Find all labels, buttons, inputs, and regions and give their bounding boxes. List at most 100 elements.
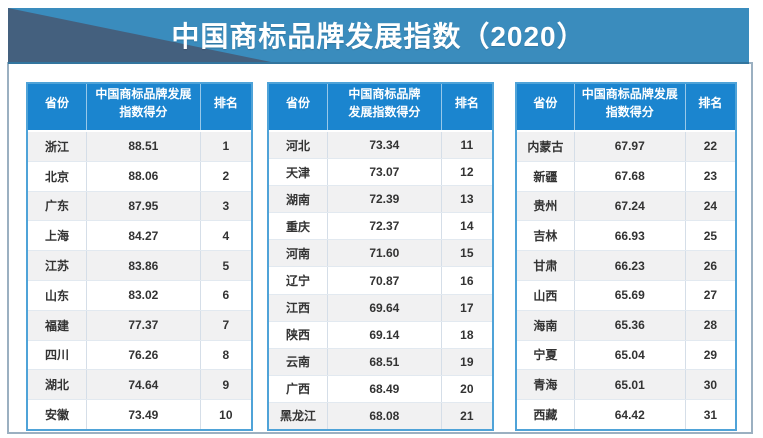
province-cell: 江西	[285, 301, 310, 316]
table-row: 北京 88.06 2	[28, 160, 251, 191]
score-cell: 66.23	[573, 251, 685, 280]
score-cell: 71.60	[326, 240, 441, 267]
column-header-score: 中国商标品牌 发展指数得分	[326, 84, 441, 130]
score-cell: 65.69	[573, 280, 685, 310]
score-cell: 88.06	[85, 161, 200, 191]
table-row: 安徽 73.49 10	[28, 399, 251, 429]
table-header-row: 省份 中国商标品牌发展 指数得分 排名	[517, 84, 735, 130]
score-cell: 72.39	[326, 186, 441, 213]
table-row: 重庆 72.37 14	[269, 212, 492, 240]
column-header-score: 中国商标品牌发展 指数得分	[85, 84, 200, 130]
rank-cell: 11	[440, 132, 492, 159]
rank-table-11-to-21: 省份 中国商标品牌 发展指数得分 排名 河北 73.34 11 天津 73.07 12 湖南 72…	[267, 82, 494, 431]
column-header-rank: 排名	[684, 84, 735, 130]
province-cell: 宁夏	[533, 348, 558, 363]
rank-cell: 27	[684, 280, 735, 310]
score-cell: 72.37	[326, 213, 441, 240]
rank-cell: 6	[199, 280, 251, 310]
table-row: 青海 65.01 30	[517, 369, 735, 400]
rank-cell: 5	[199, 251, 251, 280]
province-cell: 陕西	[285, 328, 310, 343]
rank-cell: 23	[684, 161, 735, 191]
rank-cell: 4	[199, 221, 251, 251]
rank-cell: 22	[684, 132, 735, 161]
rank-cell: 17	[440, 294, 492, 321]
table-row: 广东 87.95 3	[28, 190, 251, 221]
rank-cell: 16	[440, 267, 492, 294]
score-cell: 70.87	[326, 267, 441, 294]
table-row: 广西 68.49 20	[269, 374, 492, 402]
table-row: 上海 84.27 4	[28, 220, 251, 251]
rank-cell: 9	[199, 370, 251, 400]
score-cell: 65.01	[573, 370, 685, 400]
province-cell: 河北	[285, 138, 310, 153]
table-row: 内蒙古 67.97 22	[517, 132, 735, 161]
score-cell: 74.64	[85, 370, 200, 400]
table-row: 海南 65.36 28	[517, 309, 735, 340]
rank-table-1-to-10: 省份 中国商标品牌发展 指数得分 排名 浙江 88.51 1 北京 88.06 2 广东 87.9…	[26, 82, 253, 431]
score-cell: 73.34	[326, 132, 441, 159]
rank-cell: 20	[440, 375, 492, 402]
score-cell: 68.51	[326, 348, 441, 375]
score-cell: 77.37	[85, 310, 200, 340]
table-row: 四川 76.26 8	[28, 339, 251, 370]
rank-cell: 2	[199, 161, 251, 191]
table-header-row: 省份 中国商标品牌 发展指数得分 排名	[269, 84, 492, 130]
province-cell: 广西	[285, 382, 310, 397]
score-cell: 84.27	[85, 221, 200, 251]
column-header-score: 中国商标品牌发展 指数得分	[573, 84, 685, 130]
column-header-rank: 排名	[199, 84, 251, 130]
table-row: 黑龙江 68.08 21	[269, 401, 492, 430]
table-row: 新疆 67.68 23	[517, 160, 735, 191]
rank-cell: 15	[440, 240, 492, 267]
table-row: 河南 71.60 15	[269, 239, 492, 267]
score-cell: 65.04	[573, 340, 685, 370]
province-cell: 云南	[285, 355, 310, 370]
score-cell: 69.14	[326, 321, 441, 348]
province-cell: 福建	[44, 318, 69, 333]
table-row: 甘肃 66.23 26	[517, 250, 735, 280]
score-cell: 87.95	[85, 191, 200, 221]
title-banner: 中国商标品牌发展指数（2020）	[8, 8, 749, 64]
rank-cell: 18	[440, 321, 492, 348]
province-cell: 广东	[44, 199, 69, 214]
rank-cell: 3	[199, 191, 251, 221]
table-body: 河北 73.34 11 天津 73.07 12 湖南 72.39 13 重庆 72.37 14 河南 71…	[269, 130, 492, 430]
province-cell: 浙江	[44, 139, 69, 154]
rank-cell: 24	[684, 191, 735, 221]
province-cell: 西藏	[533, 408, 558, 423]
province-cell: 四川	[44, 348, 69, 363]
score-cell: 68.49	[326, 375, 441, 402]
table-row: 贵州 67.24 24	[517, 190, 735, 221]
rank-cell: 10	[199, 400, 251, 429]
table-row: 江西 69.64 17	[269, 293, 492, 321]
table-body: 内蒙古 67.97 22 新疆 67.68 23 贵州 67.24 24 吉林 66.93 25 甘肃 6…	[517, 130, 735, 429]
province-cell: 青海	[533, 378, 558, 393]
table-row: 山东 83.02 6	[28, 279, 251, 310]
rank-cell: 8	[199, 340, 251, 370]
province-cell: 上海	[44, 229, 69, 244]
score-cell: 67.97	[573, 132, 685, 161]
rank-cell: 26	[684, 251, 735, 280]
table-row: 陕西 69.14 18	[269, 320, 492, 348]
province-cell: 贵州	[533, 199, 558, 214]
province-cell: 甘肃	[533, 259, 558, 274]
table-body: 浙江 88.51 1 北京 88.06 2 广东 87.95 3 上海 84.27 4 江苏 83.86 5…	[28, 130, 251, 429]
rank-cell: 1	[199, 132, 251, 161]
rank-table-22-to-31: 省份 中国商标品牌发展 指数得分 排名 内蒙古 67.97 22 新疆 67.68 23 贵州 6…	[515, 82, 737, 431]
province-cell: 山西	[533, 288, 558, 303]
column-header-province: 省份	[44, 95, 69, 110]
table-header-row: 省份 中国商标品牌发展 指数得分 排名	[28, 84, 251, 130]
table-row: 河北 73.34 11	[269, 132, 492, 159]
province-cell: 天津	[285, 165, 310, 180]
rank-cell: 19	[440, 348, 492, 375]
score-cell: 68.08	[326, 402, 441, 430]
column-header-rank: 排名	[440, 84, 492, 130]
score-cell: 67.24	[573, 191, 685, 221]
table-row: 湖南 72.39 13	[269, 185, 492, 213]
score-cell: 73.07	[326, 159, 441, 186]
table-row: 宁夏 65.04 29	[517, 339, 735, 370]
score-cell: 66.93	[573, 221, 685, 251]
score-cell: 83.86	[85, 251, 200, 280]
